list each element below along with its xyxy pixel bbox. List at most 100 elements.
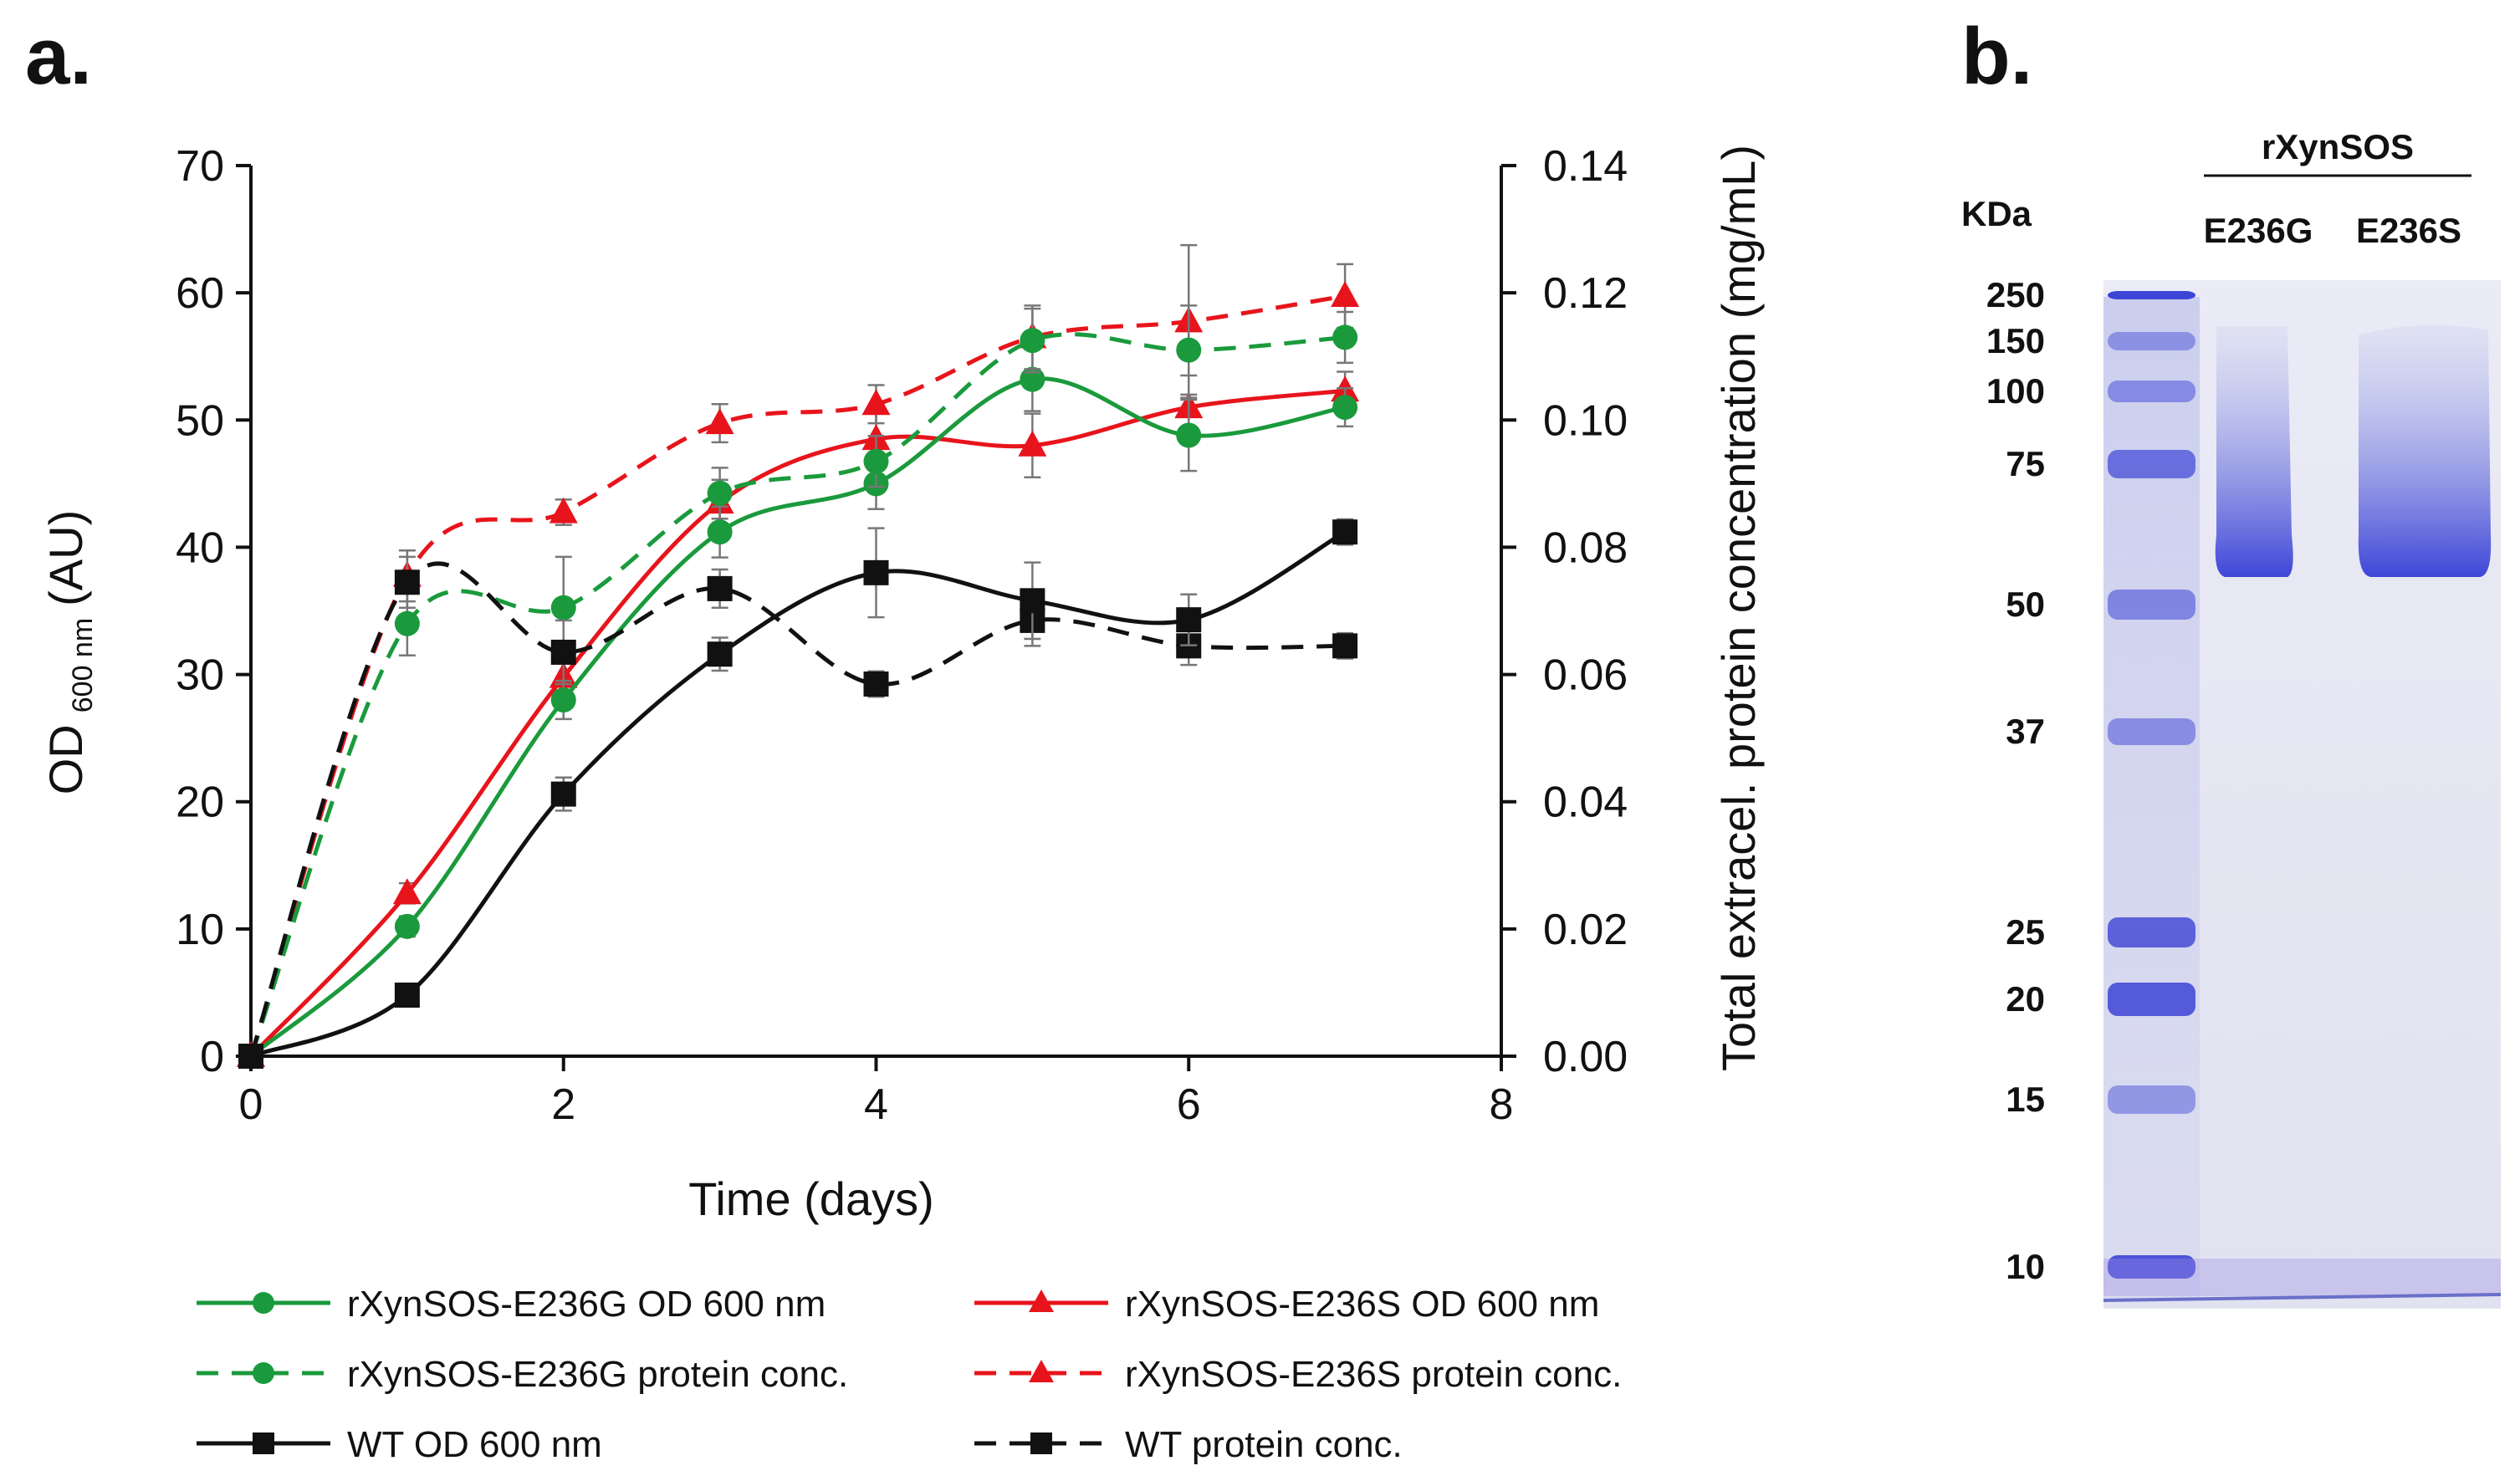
- y-tick-label: 20: [176, 779, 224, 827]
- data-point: [394, 913, 420, 939]
- data-point: [550, 781, 576, 807]
- ladder-band-25: [2108, 917, 2195, 947]
- data-point: [394, 569, 420, 595]
- data-point: [1176, 422, 1202, 448]
- y-tick-label: 50: [176, 396, 224, 445]
- x-tick-label: 8: [1490, 1080, 1514, 1129]
- legend-label: WT protein conc.: [1125, 1424, 1403, 1465]
- ladder-label-100: 100: [1986, 371, 2045, 411]
- data-point: [1176, 337, 1202, 363]
- legend-label: rXynSOS-E236G protein conc.: [347, 1354, 848, 1395]
- y-axis-title-subscript: 600 nm: [67, 618, 99, 712]
- gel-bottom-edge: [2103, 1293, 2502, 1302]
- data-point: [861, 389, 891, 416]
- ladder-band-37: [2108, 718, 2195, 745]
- data-point: [707, 480, 733, 506]
- data-point: [1332, 395, 1358, 421]
- data-point: [392, 878, 422, 905]
- gel-ladder-bands: [2108, 291, 2195, 1279]
- gel-sample-band-1: [2215, 326, 2293, 577]
- series-4: [238, 518, 1358, 1069]
- data-point: [550, 639, 576, 665]
- ladder-band-15: [2108, 1085, 2195, 1114]
- y2-tick-label: 0.06: [1543, 651, 1628, 700]
- x-tick-label: 6: [1177, 1080, 1201, 1129]
- gel-ladder-lane: [2103, 297, 2200, 1300]
- ladder-label-20: 20: [2006, 979, 2045, 1019]
- legend-item: rXynSOS-E236S protein conc.: [974, 1354, 1622, 1395]
- gel-lane-label-2: E236S: [2356, 211, 2461, 250]
- y2-tick-label: 0.10: [1543, 396, 1628, 445]
- gel-marker-unit: KDa: [1961, 194, 2032, 233]
- legend-swatch-marker: [1029, 1360, 1054, 1382]
- data-point: [1020, 328, 1045, 354]
- series-0: [238, 346, 1358, 1069]
- legend-swatch-marker: [1030, 1432, 1052, 1454]
- x-tick-label: 4: [864, 1080, 888, 1129]
- data-point: [394, 982, 420, 1008]
- ladder-band-20: [2108, 983, 2195, 1016]
- data-point: [550, 595, 576, 620]
- legend-item: rXynSOS-E236G OD 600 nm: [197, 1284, 826, 1325]
- ladder-label-250: 250: [1986, 275, 2045, 314]
- series-line: [249, 376, 1346, 1058]
- y2-tick-label: 0.12: [1543, 269, 1628, 318]
- ladder-band-100: [2108, 380, 2195, 402]
- x-axis-title: Time (days): [688, 1172, 934, 1225]
- data-point: [863, 559, 889, 585]
- data-point: [705, 408, 734, 435]
- data-point: [1176, 607, 1202, 633]
- ladder-band-150: [2108, 332, 2195, 350]
- y-axis-title-unit: (AU): [39, 510, 92, 606]
- data-point: [550, 687, 576, 712]
- data-point: [707, 641, 733, 667]
- series-5: [238, 555, 1358, 1069]
- data-point: [1020, 588, 1045, 614]
- data-point: [707, 519, 733, 545]
- chart-legend: rXynSOS-E236G OD 600 nm rXynSOS-E236S OD …: [197, 1284, 1622, 1465]
- y2-tick-label: 0.08: [1543, 523, 1628, 572]
- data-point: [707, 575, 733, 601]
- gel-dye-front: [2103, 1259, 2501, 1296]
- y2-tick-label: 0.00: [1543, 1033, 1628, 1081]
- legend-swatch-marker: [253, 1292, 274, 1314]
- x-tick-label: 0: [239, 1080, 263, 1129]
- ladder-label-50: 50: [2006, 585, 2045, 624]
- gel-group-label: rXynSOS: [2262, 127, 2414, 166]
- data-point: [1332, 324, 1358, 350]
- gel-lane-label-1: E236G: [2204, 211, 2313, 250]
- series-line: [250, 529, 1347, 1059]
- legend-swatch-marker: [1029, 1289, 1054, 1312]
- legend-label: rXynSOS-E236S protein conc.: [1125, 1354, 1622, 1395]
- chart-panel-a: 0 2 4 6 8 0 10 20 30 40 50 60 70 0.00 0.02 0.04 0.06 0.08…: [39, 142, 1765, 1465]
- y2-axis-title: Total extracel. protein concentration (m…: [1712, 145, 1765, 1071]
- y2-tick-label: 0.14: [1543, 142, 1628, 191]
- series-line: [249, 388, 1346, 1058]
- legend-label: rXynSOS-E236S OD 600 nm: [1125, 1284, 1599, 1325]
- y-tick-label: 0: [200, 1033, 224, 1081]
- data-point: [1332, 633, 1358, 659]
- panel-b-label: b.: [1961, 12, 2032, 101]
- chart-ticks: 0 2 4 6 8 0 10 20 30 40 50 60 70 0.00 0.02 0.04 0.06 0.08…: [176, 142, 1628, 1129]
- ladder-label-25: 25: [2006, 912, 2045, 952]
- y2-tick-label: 0.02: [1543, 906, 1628, 954]
- y-tick-label: 40: [176, 523, 224, 572]
- gel-ladder-labels: 250 150 100 75 50 37 25 20 15 10: [1986, 275, 2045, 1286]
- y-tick-label: 70: [176, 142, 224, 191]
- y-axis-title-main: OD: [39, 724, 92, 794]
- ladder-label-15: 15: [2006, 1080, 2045, 1119]
- ladder-band-75: [2108, 450, 2195, 478]
- legend-label: WT OD 600 nm: [347, 1424, 602, 1465]
- legend-label: rXynSOS-E236G OD 600 nm: [347, 1284, 826, 1325]
- ladder-label-150: 150: [1986, 321, 2045, 360]
- y-axis-title: OD 600 nm (AU): [39, 510, 99, 795]
- x-tick-label: 2: [551, 1080, 575, 1129]
- y2-tick-label: 0.04: [1543, 779, 1628, 827]
- data-point: [863, 671, 889, 697]
- y-tick-label: 10: [176, 906, 224, 954]
- y-tick-label: 30: [176, 651, 224, 700]
- panel-a-label: a.: [25, 12, 92, 101]
- data-point: [1018, 430, 1047, 457]
- y-tick-label: 60: [176, 269, 224, 318]
- ladder-band-50: [2108, 590, 2195, 620]
